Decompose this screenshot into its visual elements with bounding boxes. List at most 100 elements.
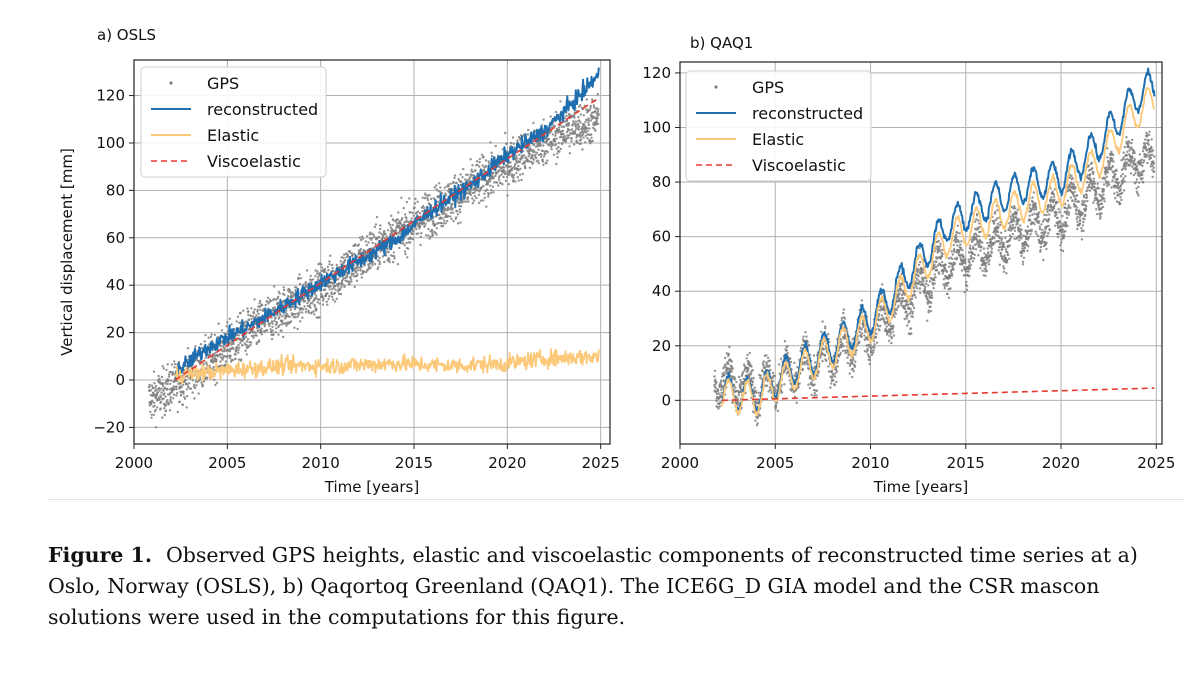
gps-point xyxy=(717,392,721,395)
gps-point xyxy=(478,160,481,164)
gps-point xyxy=(835,368,838,371)
gps-point xyxy=(1047,205,1051,208)
gps-point xyxy=(249,314,252,318)
gps-point xyxy=(587,123,590,127)
gps-point xyxy=(247,313,250,317)
gps-point xyxy=(464,200,468,203)
gps-point xyxy=(460,200,464,204)
gps-point xyxy=(414,197,417,201)
gps-point xyxy=(727,362,730,366)
gps-point xyxy=(439,216,442,219)
gps-point xyxy=(280,323,283,326)
x-tick-label: 2010 xyxy=(302,454,340,472)
gps-point xyxy=(388,223,392,226)
gps-point xyxy=(203,340,206,343)
gps-point xyxy=(771,371,775,375)
gps-point xyxy=(300,306,303,310)
gps-point xyxy=(157,396,161,399)
gps-point xyxy=(1100,206,1103,210)
gps-point xyxy=(1056,224,1060,227)
gps-point xyxy=(510,173,514,176)
gps-point xyxy=(570,128,574,131)
gps-point xyxy=(292,305,295,308)
gps-point xyxy=(961,248,964,252)
gps-point xyxy=(786,345,789,348)
gps-point xyxy=(910,332,913,335)
gps-point xyxy=(311,278,315,281)
gps-point xyxy=(572,120,575,123)
gps-point xyxy=(1036,234,1040,238)
gps-point xyxy=(453,176,456,180)
gps-point xyxy=(509,171,512,175)
gps-point xyxy=(963,258,967,261)
gps-point xyxy=(292,315,296,319)
gps-point xyxy=(273,306,276,309)
gps-point xyxy=(221,358,224,361)
gps-point xyxy=(378,263,381,266)
gps-point xyxy=(246,307,249,310)
gps-point xyxy=(517,164,520,168)
gps-point xyxy=(427,234,430,237)
gps-point xyxy=(574,125,578,128)
gps-point xyxy=(850,358,853,362)
gps-point xyxy=(156,391,160,394)
gps-point xyxy=(452,180,455,184)
gps-point xyxy=(1004,229,1007,233)
gps-point xyxy=(469,191,472,194)
gps-point xyxy=(1074,186,1077,189)
gps-point xyxy=(713,369,717,372)
gps-point xyxy=(431,232,434,235)
gps-point xyxy=(387,221,391,225)
gps-point xyxy=(960,240,963,243)
gps-point xyxy=(283,293,286,296)
gps-point xyxy=(166,363,169,366)
gps-point xyxy=(329,285,332,288)
gps-point xyxy=(997,225,1000,229)
gps-point xyxy=(795,371,798,374)
gps-point xyxy=(396,218,399,221)
gps-point xyxy=(1102,183,1106,186)
gps-point xyxy=(440,221,443,225)
gps-point xyxy=(303,296,306,300)
gps-point xyxy=(452,211,455,214)
gps-point xyxy=(182,392,185,395)
gps-point xyxy=(494,174,497,178)
gps-point xyxy=(172,385,175,388)
gps-point xyxy=(402,206,405,210)
gps-point xyxy=(456,213,459,216)
gps-point xyxy=(310,281,313,284)
gps-point xyxy=(762,360,765,363)
gps-point xyxy=(422,221,425,224)
gps-point xyxy=(813,383,816,386)
gps-point xyxy=(529,160,533,163)
gps-point xyxy=(532,158,536,161)
gps-point xyxy=(569,131,572,135)
gps-point xyxy=(858,331,862,334)
gps-point xyxy=(998,242,1002,246)
gps-point xyxy=(359,238,363,242)
gps-point xyxy=(882,318,886,321)
gps-point xyxy=(515,154,518,158)
legend-box xyxy=(140,66,327,178)
gps-point xyxy=(314,269,317,272)
gps-point xyxy=(989,240,992,243)
gps-point xyxy=(896,289,900,292)
gps-point xyxy=(755,424,759,427)
gps-point xyxy=(918,260,922,264)
gps-point xyxy=(193,386,197,390)
gps-point xyxy=(482,169,486,172)
gps-point xyxy=(925,279,928,283)
gps-point xyxy=(523,161,526,165)
gps-point xyxy=(158,380,161,383)
gps-point xyxy=(158,398,161,401)
figure: 2000 2005 2010 2015 2020 2025−200204060801001… xyxy=(58,26,1175,496)
gps-point xyxy=(404,252,407,256)
gps-point xyxy=(558,126,561,129)
gps-point xyxy=(979,230,982,233)
gps-point xyxy=(585,108,588,111)
gps-point xyxy=(409,241,412,244)
gps-point xyxy=(322,299,325,302)
gps-point xyxy=(713,375,716,378)
gps-point xyxy=(1059,244,1062,247)
gps-point xyxy=(892,313,895,317)
